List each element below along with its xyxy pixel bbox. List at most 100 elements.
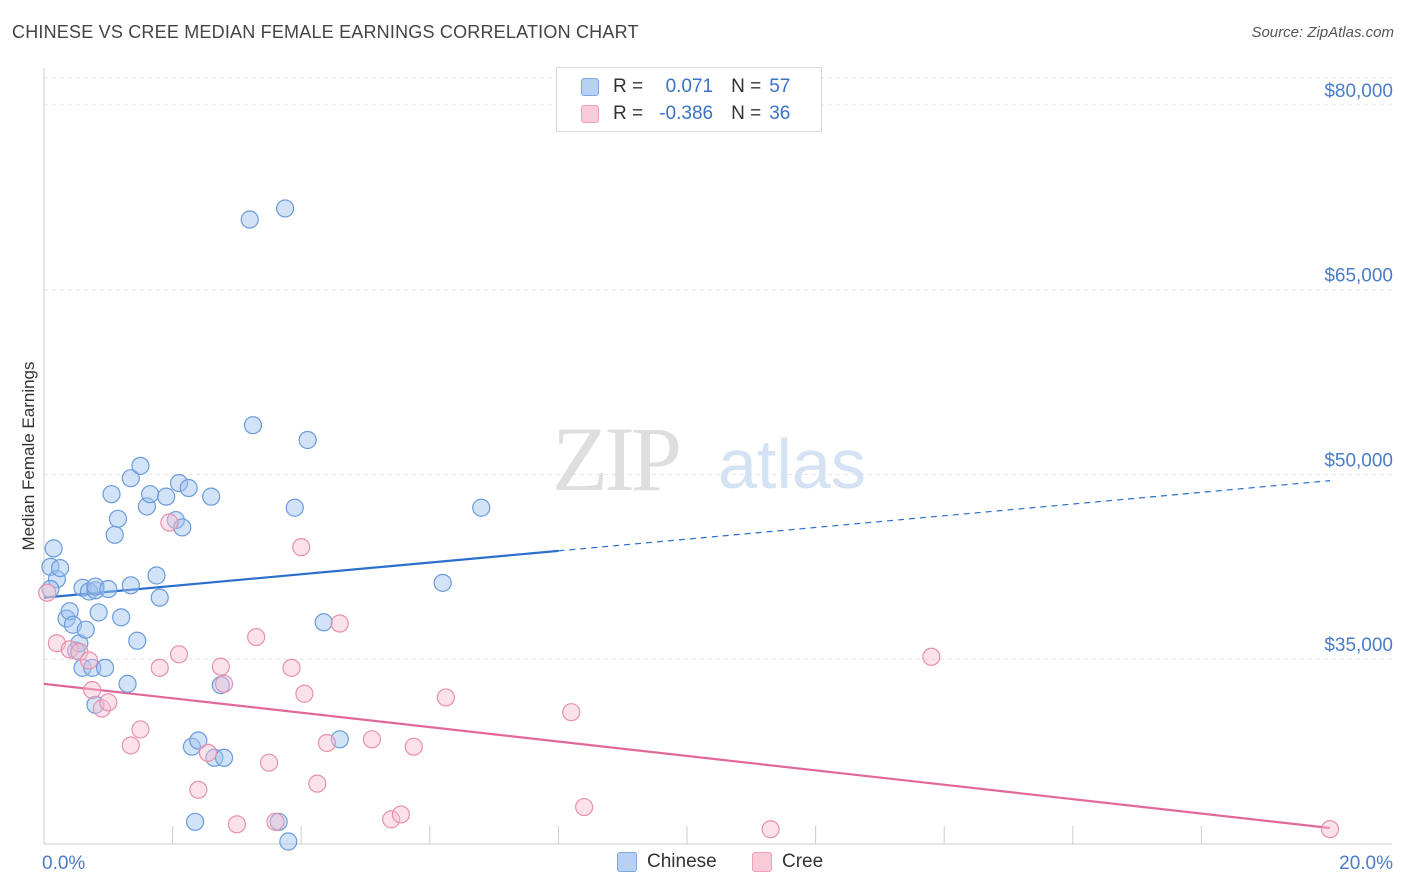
chinese-point[interactable] bbox=[95, 658, 115, 677]
y-axis-label: Median Female Earnings bbox=[19, 362, 38, 551]
watermark: ZIP atlas bbox=[552, 408, 866, 510]
chinese-point[interactable] bbox=[121, 469, 140, 488]
legend-row-cree: R = -0.386 N = 36 bbox=[581, 101, 790, 127]
chinese-point[interactable] bbox=[60, 602, 79, 621]
chinese-trend-extension bbox=[558, 480, 1331, 552]
cree-point[interactable] bbox=[295, 684, 314, 703]
chinese-point[interactable] bbox=[243, 416, 263, 435]
chinese-point[interactable] bbox=[118, 674, 137, 693]
chinese-point[interactable] bbox=[279, 832, 298, 851]
cree-point[interactable] bbox=[308, 774, 327, 793]
r-value: -0.386 bbox=[659, 103, 714, 124]
watermark-atlas: atlas bbox=[718, 425, 866, 503]
cree-point[interactable] bbox=[317, 733, 337, 753]
cree-point[interactable] bbox=[562, 703, 581, 722]
cree-point[interactable] bbox=[198, 743, 218, 762]
n-label: N = bbox=[731, 76, 762, 97]
cree-point[interactable] bbox=[362, 730, 382, 749]
cree-point[interactable] bbox=[160, 513, 179, 532]
chinese-point[interactable] bbox=[131, 456, 150, 475]
chinese-point[interactable] bbox=[147, 566, 166, 585]
cree-point[interactable] bbox=[292, 538, 311, 557]
chinese-point[interactable] bbox=[179, 478, 198, 498]
cree-point[interactable] bbox=[436, 688, 455, 707]
legend-item-chinese[interactable]: Chinese bbox=[617, 851, 717, 873]
chinese-point[interactable] bbox=[108, 509, 128, 528]
cree-legend-swatch bbox=[752, 852, 772, 872]
cree-point[interactable] bbox=[79, 651, 99, 670]
chinese-point[interactable] bbox=[121, 576, 140, 595]
cree-point[interactable] bbox=[1320, 820, 1340, 839]
cree-point[interactable] bbox=[38, 583, 57, 602]
chinese-point[interactable] bbox=[276, 199, 295, 218]
cree-point[interactable] bbox=[99, 693, 118, 712]
chinese-point[interactable] bbox=[186, 812, 205, 831]
n-label: N = bbox=[731, 103, 762, 124]
cree-point[interactable] bbox=[761, 820, 780, 839]
chinese-point[interactable] bbox=[202, 487, 221, 506]
y-tick-labels: $35,000 $50,000 $65,000 $80,000 bbox=[1324, 81, 1393, 656]
chinese-point[interactable] bbox=[128, 631, 147, 650]
chinese-point[interactable] bbox=[472, 498, 491, 517]
data-points bbox=[38, 199, 1340, 851]
chinese-point[interactable] bbox=[89, 603, 108, 622]
chinese-point[interactable] bbox=[99, 579, 118, 599]
cree-point[interactable] bbox=[259, 753, 279, 772]
cree-point[interactable] bbox=[282, 658, 301, 677]
cree-point[interactable] bbox=[382, 810, 401, 829]
cree-point[interactable] bbox=[121, 736, 140, 755]
r-value: 0.071 bbox=[665, 76, 714, 97]
x-tick-marks bbox=[172, 826, 1202, 844]
chinese-point[interactable] bbox=[105, 525, 124, 544]
cree-point[interactable] bbox=[330, 614, 349, 633]
legend-item-cree[interactable]: Cree bbox=[752, 851, 823, 873]
chinese-point[interactable] bbox=[298, 430, 317, 450]
cree-point[interactable] bbox=[131, 720, 150, 739]
chinese-point[interactable] bbox=[76, 620, 95, 639]
chinese-point[interactable] bbox=[47, 570, 66, 589]
chart-source: Source: ZipAtlas.com bbox=[1251, 24, 1394, 41]
chinese-point[interactable] bbox=[102, 485, 121, 504]
cree-point[interactable] bbox=[266, 812, 285, 831]
cree-point[interactable] bbox=[227, 815, 246, 834]
trend-lines bbox=[43, 480, 1331, 830]
cree-point[interactable] bbox=[575, 797, 594, 817]
cree-point[interactable] bbox=[83, 680, 102, 700]
chinese-point[interactable] bbox=[314, 613, 333, 632]
chinese-point[interactable] bbox=[112, 608, 131, 627]
chinese-point[interactable] bbox=[44, 539, 63, 558]
chinese-point[interactable] bbox=[285, 498, 304, 517]
chart-title: CHINESE VS CREE MEDIAN FEMALE EARNINGS C… bbox=[12, 22, 639, 42]
cree-point[interactable] bbox=[922, 647, 941, 666]
watermark-zip: ZIP bbox=[552, 408, 679, 510]
cree-point[interactable] bbox=[169, 645, 189, 664]
n-value: 36 bbox=[769, 103, 791, 124]
r-label: R = bbox=[613, 103, 644, 124]
chinese-point[interactable] bbox=[214, 748, 234, 767]
y-tick-label: $65,000 bbox=[1324, 266, 1393, 287]
cree-point[interactable] bbox=[391, 805, 410, 824]
cree-point[interactable] bbox=[150, 658, 169, 677]
x-tick-label-min: 0.0% bbox=[42, 853, 85, 874]
cree-point[interactable] bbox=[189, 780, 208, 799]
grid-lines bbox=[44, 77, 1392, 660]
n-value: 57 bbox=[769, 76, 791, 97]
chinese-point[interactable] bbox=[157, 487, 176, 506]
y-tick-label: $35,000 bbox=[1324, 635, 1393, 656]
chinese-point[interactable] bbox=[240, 210, 259, 229]
chinese-point[interactable] bbox=[169, 473, 189, 493]
chinese-swatch bbox=[581, 78, 599, 96]
legend-row-chinese: R = 0.071 N = 57 bbox=[581, 74, 790, 100]
chinese-point[interactable] bbox=[50, 558, 70, 578]
chinese-point[interactable] bbox=[150, 588, 169, 607]
cree-point[interactable] bbox=[404, 737, 423, 756]
r-label: R = bbox=[613, 76, 644, 97]
chinese-point[interactable] bbox=[433, 573, 452, 592]
chinese-point[interactable] bbox=[189, 731, 208, 750]
chinese-legend-swatch bbox=[617, 852, 637, 872]
cree-point[interactable] bbox=[214, 674, 234, 693]
cree-point[interactable] bbox=[211, 657, 230, 676]
chinese-point[interactable] bbox=[140, 485, 160, 504]
cree-point[interactable] bbox=[247, 627, 266, 647]
